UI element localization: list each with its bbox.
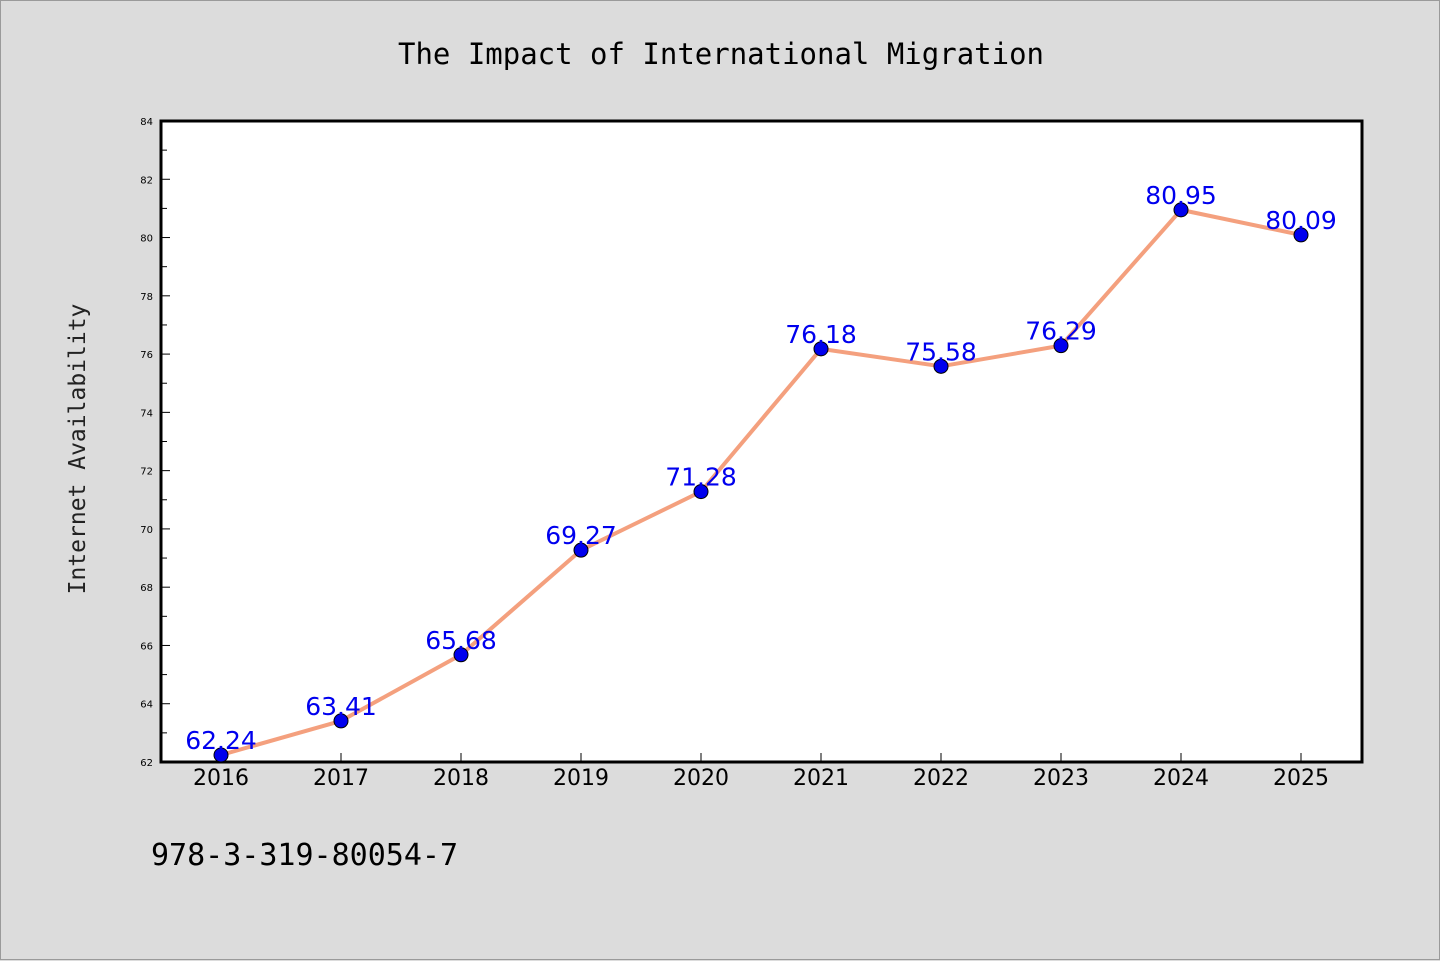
data-label: 71.28	[665, 463, 737, 492]
y-tick-label: 72	[140, 467, 153, 478]
series-data-labels: 62.24 63.41 65.68 69.27 71.28 76.18 75.58 76.29…	[185, 181, 1337, 755]
isbn-text: 978-3-319-80054-7	[151, 838, 458, 873]
data-label: 62.24	[185, 726, 257, 755]
data-point	[933, 358, 949, 374]
series-markers	[213, 202, 1309, 763]
data-point	[333, 713, 349, 729]
y-tick-label: 76	[140, 350, 153, 361]
x-tick-label: 2019	[553, 766, 609, 791]
data-label: 80.95	[1145, 181, 1217, 210]
y-tick-label: 68	[140, 583, 153, 594]
data-label: 76.18	[785, 320, 857, 349]
y-tick-label: 62	[140, 758, 153, 769]
y-tick-label: 66	[140, 641, 153, 652]
x-tick-label: 2021	[793, 766, 849, 791]
y-tick-label: 64	[140, 700, 153, 711]
chart-title: The Impact of International Migration	[398, 37, 1044, 71]
data-point	[1173, 202, 1189, 218]
x-tick-label: 2024	[1153, 766, 1209, 791]
x-tick-label: 2022	[913, 766, 969, 791]
data-point	[693, 484, 709, 500]
y-tick-label: 82	[140, 175, 153, 186]
x-tick-label: 2025	[1273, 766, 1329, 791]
data-label: 76.29	[1025, 317, 1097, 346]
plot-area	[159, 119, 1364, 764]
y-axis-label: Internet Availability	[65, 304, 91, 595]
y-axis-ticks: 62 64 66 68 70 72 74 76 78 80 82 84	[140, 117, 170, 769]
y-tick-label: 74	[140, 408, 153, 419]
x-tick-label: 2023	[1033, 766, 1089, 791]
y-tick-label: 70	[140, 525, 153, 536]
x-tick-label: 2017	[313, 766, 369, 791]
y-tick-label: 78	[140, 292, 153, 303]
data-label: 63.41	[305, 692, 377, 721]
data-point	[1293, 227, 1309, 243]
data-point	[213, 747, 229, 763]
x-tick-label: 2016	[193, 766, 249, 791]
data-point	[573, 542, 589, 558]
series-lines	[219, 207, 1303, 758]
y-tick-label: 80	[140, 234, 153, 245]
series-line	[219, 207, 1303, 758]
data-label: 69.27	[545, 521, 617, 550]
data-point	[1053, 338, 1069, 354]
data-point	[813, 341, 829, 357]
x-axis-ticks: 2016 2017 2018 2019 2020 2021 2022 2023 2024 2025	[193, 753, 1329, 791]
data-point	[453, 647, 469, 663]
data-label: 65.68	[425, 626, 497, 655]
data-label: 75.58	[905, 337, 977, 366]
x-tick-label: 2020	[673, 766, 729, 791]
data-label: 80.09	[1265, 206, 1337, 235]
x-tick-label: 2018	[433, 766, 489, 791]
y-tick-label: 84	[140, 117, 153, 128]
